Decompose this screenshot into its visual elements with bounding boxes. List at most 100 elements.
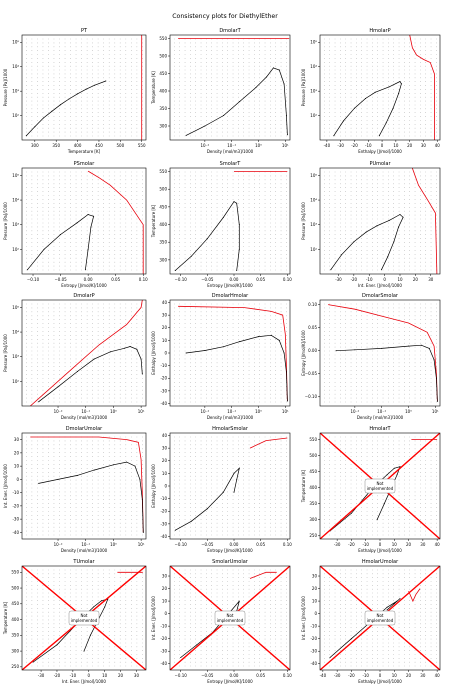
x-tick-label: −0.10 xyxy=(175,673,188,678)
y-tick-label: -40 xyxy=(160,661,167,666)
data-point xyxy=(365,98,366,99)
data-point xyxy=(286,134,288,136)
data-point xyxy=(94,84,96,86)
data-point xyxy=(42,117,44,119)
data-point xyxy=(38,482,40,484)
y-tick-label: 550 xyxy=(159,36,167,41)
data-point xyxy=(93,358,95,360)
data-point xyxy=(393,467,395,469)
data-point xyxy=(27,269,28,271)
y-tick-label: 10³ xyxy=(12,354,19,359)
y-tick-label: 0 xyxy=(164,350,167,355)
x-tick-label: 0.10 xyxy=(283,673,292,678)
y-tick-label: 350 xyxy=(11,633,19,638)
y-tick-label: 10⁵ xyxy=(12,40,19,45)
y-tick-label: 10 xyxy=(162,338,168,343)
data-point xyxy=(129,346,131,347)
data-point xyxy=(285,115,287,116)
y-tick-label: 500 xyxy=(11,585,19,590)
y-tick-label: 30 xyxy=(312,573,318,578)
y-tick-label: 350 xyxy=(159,240,167,245)
y-tick-label: 10² xyxy=(310,247,317,252)
chart-title: DmolarUmolar xyxy=(66,426,103,432)
data-point xyxy=(57,478,59,480)
not-implemented-label: Not xyxy=(226,613,233,618)
axes-frame xyxy=(21,432,147,540)
y-axis-label: Int. Ener. [J/mol]/1000 xyxy=(3,464,8,508)
data-point xyxy=(57,386,59,388)
y-tick-label: -10 xyxy=(12,490,19,495)
x-tick-label: 10¹ xyxy=(282,143,289,148)
x-tick-label: 10⁻¹ xyxy=(227,143,236,148)
x-tick-label: 400 xyxy=(74,143,82,148)
data-point xyxy=(402,216,404,218)
y-tick-label: -40 xyxy=(160,401,167,406)
x-axis-label: Temperature [K] xyxy=(67,149,101,154)
data-point xyxy=(238,248,240,250)
boundary-line xyxy=(408,588,421,603)
y-tick-label: 0.10 xyxy=(308,302,317,307)
chart-title: DmolarSmolar xyxy=(362,293,399,299)
data-point xyxy=(433,359,435,361)
data-point xyxy=(34,126,36,128)
y-tick-label: -20 xyxy=(160,636,167,641)
data-point xyxy=(354,349,356,351)
x-tick-label: -30 xyxy=(335,277,342,282)
x-tick-label: -10 xyxy=(362,673,369,678)
data-point xyxy=(25,135,27,137)
chart-panel-hmolarp: -40 -30 -20 -10 0 10 20 30 40 10² 10³ 10⁴ 10⁵ HmolarP… xyxy=(301,28,441,154)
data-point xyxy=(60,234,62,235)
data-point xyxy=(136,348,138,350)
x-tick-label: 10⁻¹ xyxy=(377,409,386,414)
data-point xyxy=(399,598,401,600)
data-point xyxy=(398,226,399,228)
y-tick-label: 10² xyxy=(12,247,19,252)
sample-points xyxy=(174,171,287,271)
not-implemented-label: Not xyxy=(80,613,87,618)
data-point xyxy=(204,350,206,351)
y-tick-label: -20 xyxy=(310,636,317,641)
y-tick-label: -10 xyxy=(160,496,167,501)
not-implemented-label: implemented xyxy=(367,486,394,491)
y-tick-label: 500 xyxy=(159,53,167,58)
x-axis-label: Enthalpy [J/mol]/1000 xyxy=(358,679,402,684)
data-point xyxy=(278,69,280,71)
x-tick-label: 10⁰ xyxy=(110,542,117,547)
sample-points xyxy=(174,303,287,403)
plot-area xyxy=(324,35,437,140)
chart-panel-hmolarsmolar: −0.10 −0.05 0.00 0.05 0.10 -40 -30 -20 -10 0 10 20 3… xyxy=(151,426,292,553)
x-tick-label: 10 xyxy=(102,673,108,678)
chart-panel-smolart: −0.10 −0.05 0.00 0.05 0.10 300 350 400 450 500 550… xyxy=(151,161,292,288)
x-tick-label: 30 xyxy=(420,673,426,678)
y-tick-label: 30 xyxy=(162,313,168,318)
y-tick-label: 40 xyxy=(162,433,168,438)
y-tick-label: 10 xyxy=(162,471,168,476)
data-point xyxy=(386,474,388,476)
plot-area xyxy=(324,168,438,274)
data-point xyxy=(399,466,401,468)
x-tick-label: -30 xyxy=(38,673,45,678)
axes-frame xyxy=(169,167,291,275)
x-tick-label: −0.10 xyxy=(175,542,188,547)
y-tick-label: 40 xyxy=(162,300,168,305)
axes-frame xyxy=(21,565,147,671)
saturation-curve-0 xyxy=(336,344,438,402)
x-tick-label: 10 xyxy=(392,542,398,547)
data-point xyxy=(68,98,70,100)
y-tick-label: 20 xyxy=(312,586,318,591)
data-point xyxy=(77,93,79,95)
data-point xyxy=(398,93,400,94)
data-point xyxy=(376,519,378,521)
y-tick-label: 10 xyxy=(312,598,318,603)
x-tick-label: 0 xyxy=(381,143,384,148)
data-point xyxy=(283,83,285,85)
data-point xyxy=(185,352,187,354)
x-tick-label: 20 xyxy=(407,143,413,148)
y-tick-label: -10 xyxy=(160,363,167,368)
x-axis-label: Entropy [J/mol/K]/1000 xyxy=(207,283,253,288)
y-tick-label: 0.05 xyxy=(308,325,317,330)
data-point xyxy=(396,474,398,476)
chart-panel-psmolar: −0.10 −0.05 0.00 0.05 0.10 10² 10³ 10⁴ 10⁵ PSmola… xyxy=(3,161,148,288)
data-point xyxy=(233,491,235,493)
